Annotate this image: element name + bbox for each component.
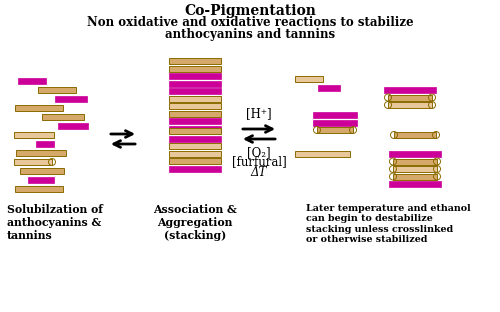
- Bar: [389, 181, 441, 187]
- Bar: [317, 127, 353, 133]
- Bar: [384, 87, 436, 93]
- Bar: [58, 123, 88, 129]
- Bar: [169, 66, 221, 71]
- Bar: [169, 165, 221, 172]
- Bar: [20, 168, 64, 174]
- Bar: [169, 73, 221, 79]
- Bar: [169, 135, 221, 142]
- Bar: [14, 159, 52, 165]
- Bar: [388, 102, 432, 108]
- Bar: [393, 166, 437, 172]
- Text: Non oxidative and oxidative reactions to stabilize: Non oxidative and oxidative reactions to…: [86, 16, 413, 29]
- Bar: [169, 88, 221, 94]
- Text: [H⁺]: [H⁺]: [246, 107, 272, 120]
- Bar: [16, 150, 66, 156]
- Bar: [169, 118, 221, 124]
- Bar: [169, 150, 221, 157]
- Bar: [28, 177, 54, 183]
- Bar: [295, 151, 350, 157]
- Bar: [313, 112, 357, 118]
- Bar: [169, 158, 221, 164]
- Text: anthocyanins and tannins: anthocyanins and tannins: [165, 28, 335, 41]
- Bar: [169, 58, 221, 64]
- Bar: [42, 114, 84, 120]
- Bar: [38, 87, 76, 93]
- Bar: [393, 173, 437, 179]
- Text: Association &
Aggregation
(stacking): Association & Aggregation (stacking): [153, 204, 237, 241]
- Bar: [169, 143, 221, 149]
- Bar: [394, 132, 436, 138]
- Bar: [389, 151, 441, 157]
- Text: [O₂]: [O₂]: [247, 146, 271, 159]
- Text: [furfural]: [furfural]: [232, 155, 286, 168]
- Bar: [169, 95, 221, 101]
- Bar: [169, 125, 221, 131]
- Text: ΔT: ΔT: [251, 166, 267, 179]
- Bar: [18, 78, 46, 84]
- Bar: [169, 128, 221, 134]
- Text: Co-Pigmentation: Co-Pigmentation: [184, 4, 316, 18]
- Bar: [15, 105, 63, 111]
- Bar: [15, 186, 63, 192]
- Bar: [14, 132, 54, 138]
- Bar: [169, 110, 221, 116]
- Bar: [169, 103, 221, 109]
- Bar: [295, 76, 323, 82]
- Bar: [393, 158, 437, 164]
- Bar: [169, 80, 221, 86]
- Bar: [388, 95, 432, 100]
- Text: Solubilzation of
anthocyanins &
tannins: Solubilzation of anthocyanins & tannins: [7, 204, 103, 241]
- Bar: [55, 96, 87, 102]
- Bar: [318, 85, 340, 91]
- Bar: [313, 119, 357, 125]
- Bar: [36, 141, 54, 147]
- Text: Later temperature and ethanol
can begin to destabilize
stacking unless crosslink: Later temperature and ethanol can begin …: [306, 204, 470, 244]
